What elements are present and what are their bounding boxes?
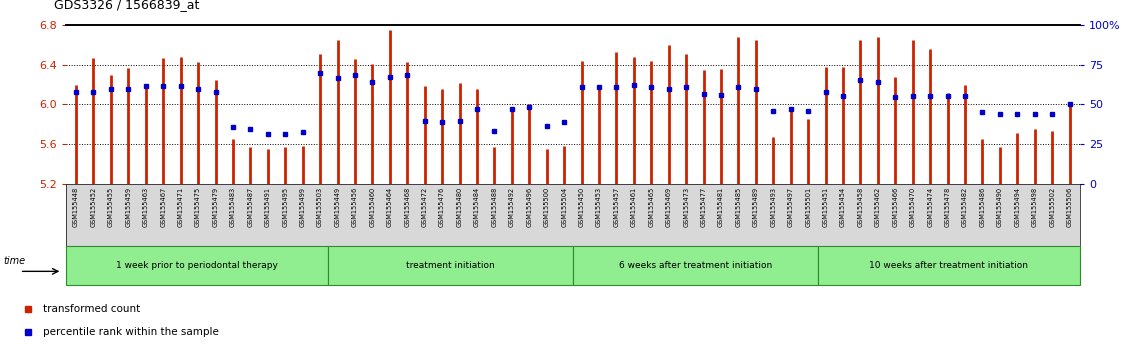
Text: GSM155471: GSM155471	[178, 187, 183, 227]
Bar	[572, 246, 818, 285]
Text: GSM155458: GSM155458	[857, 187, 863, 227]
Text: 6 weeks after treatment initiation: 6 weeks after treatment initiation	[619, 261, 772, 270]
Text: GSM155502: GSM155502	[1050, 187, 1055, 227]
Text: GSM155461: GSM155461	[631, 187, 637, 227]
Text: GSM155495: GSM155495	[283, 187, 288, 227]
Text: GSM155499: GSM155499	[300, 187, 305, 227]
Text: GSM155477: GSM155477	[700, 187, 707, 227]
Text: GSM155489: GSM155489	[753, 187, 759, 227]
Text: GSM155493: GSM155493	[770, 187, 776, 227]
Text: GSM155484: GSM155484	[474, 187, 480, 227]
Text: GSM155454: GSM155454	[840, 187, 846, 227]
Text: GSM155472: GSM155472	[422, 187, 428, 227]
Text: GSM155466: GSM155466	[892, 187, 898, 227]
Text: GSM155488: GSM155488	[491, 187, 498, 227]
Text: GSM155487: GSM155487	[248, 187, 253, 227]
Text: GSM155491: GSM155491	[265, 187, 270, 227]
Text: GSM155480: GSM155480	[457, 187, 463, 227]
Text: 1 week prior to periodontal therapy: 1 week prior to periodontal therapy	[115, 261, 278, 270]
Text: GSM155448: GSM155448	[74, 187, 79, 227]
Text: GSM155467: GSM155467	[161, 187, 166, 227]
Text: GDS3326 / 1566839_at: GDS3326 / 1566839_at	[54, 0, 200, 11]
Text: GSM155474: GSM155474	[927, 187, 933, 227]
Text: GSM155464: GSM155464	[387, 187, 392, 227]
Bar	[818, 246, 1080, 285]
Text: GSM155498: GSM155498	[1031, 187, 1038, 227]
Text: GSM155483: GSM155483	[230, 187, 236, 227]
Text: GSM155494: GSM155494	[1015, 187, 1020, 227]
Text: GSM155496: GSM155496	[526, 187, 533, 227]
Text: GSM155459: GSM155459	[126, 187, 131, 227]
Text: GSM155482: GSM155482	[962, 187, 968, 227]
Text: GSM155450: GSM155450	[579, 187, 585, 227]
Text: 10 weeks after treatment initiation: 10 weeks after treatment initiation	[870, 261, 1028, 270]
Text: GSM155453: GSM155453	[596, 187, 602, 227]
Text: GSM155462: GSM155462	[875, 187, 881, 227]
Text: GSM155463: GSM155463	[143, 187, 149, 227]
Text: GSM155500: GSM155500	[544, 187, 550, 227]
Text: GSM155501: GSM155501	[805, 187, 811, 227]
Text: GSM155460: GSM155460	[370, 187, 375, 227]
Text: GSM155457: GSM155457	[613, 187, 620, 227]
Text: GSM155504: GSM155504	[561, 187, 567, 227]
Text: GSM155475: GSM155475	[195, 187, 201, 227]
Text: GSM155481: GSM155481	[718, 187, 724, 227]
Bar	[328, 246, 573, 285]
Text: GSM155452: GSM155452	[90, 187, 96, 227]
Text: GSM155476: GSM155476	[439, 187, 446, 227]
Text: transformed count: transformed count	[43, 304, 140, 314]
Bar	[66, 246, 328, 285]
Text: GSM155478: GSM155478	[944, 187, 951, 227]
Text: GSM155470: GSM155470	[909, 187, 916, 227]
Text: GSM155485: GSM155485	[735, 187, 742, 227]
Text: GSM155451: GSM155451	[822, 187, 829, 227]
Text: time: time	[3, 256, 25, 266]
Text: GSM155468: GSM155468	[404, 187, 411, 227]
Text: GSM155455: GSM155455	[107, 187, 114, 227]
Text: GSM155465: GSM155465	[648, 187, 655, 227]
Text: GSM155449: GSM155449	[335, 187, 340, 227]
Text: percentile rank within the sample: percentile rank within the sample	[43, 327, 219, 337]
Text: GSM155473: GSM155473	[683, 187, 689, 227]
Text: GSM155490: GSM155490	[996, 187, 1003, 227]
Text: treatment initiation: treatment initiation	[406, 261, 494, 270]
Text: GSM155456: GSM155456	[352, 187, 357, 227]
Text: GSM155492: GSM155492	[509, 187, 515, 227]
Text: GSM155497: GSM155497	[788, 187, 794, 227]
Text: GSM155479: GSM155479	[213, 187, 218, 227]
Text: GSM155506: GSM155506	[1067, 187, 1072, 227]
Text: GSM155469: GSM155469	[666, 187, 672, 227]
Text: GSM155503: GSM155503	[317, 187, 323, 227]
Text: GSM155486: GSM155486	[979, 187, 985, 227]
